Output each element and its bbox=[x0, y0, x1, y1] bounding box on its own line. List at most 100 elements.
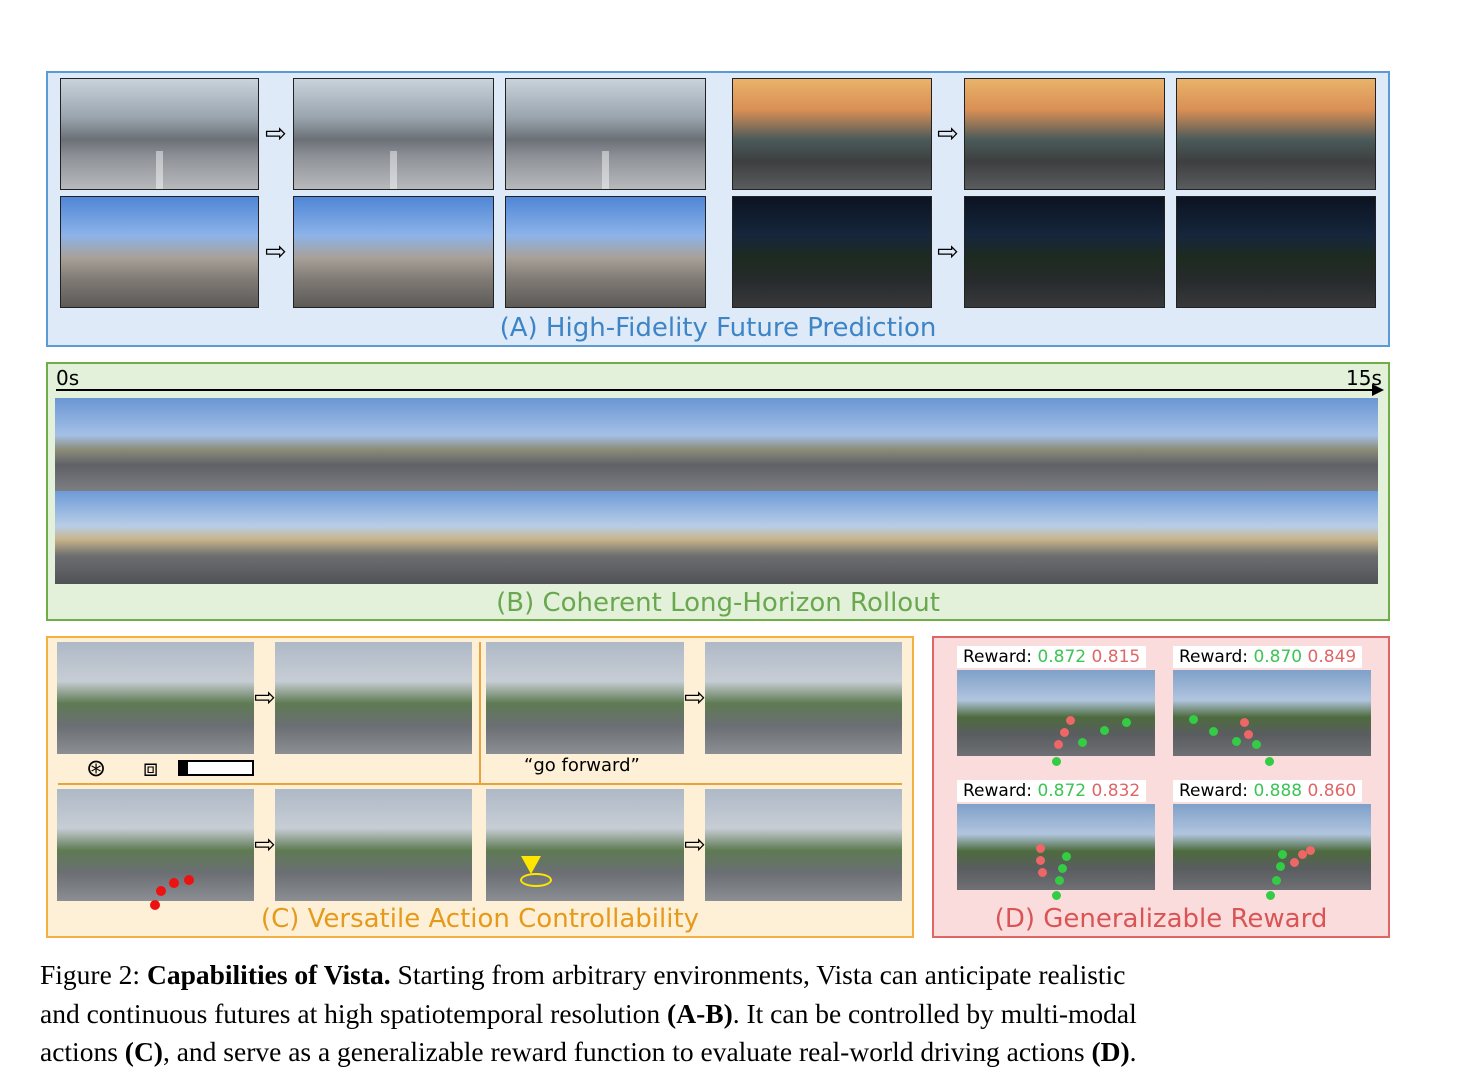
rollout-row1-frame-6 bbox=[880, 398, 1046, 491]
rollout-row2-frame-4 bbox=[550, 491, 716, 584]
bad-trajectory-dot bbox=[1306, 846, 1315, 855]
caption-ref-d: (D) bbox=[1091, 1036, 1130, 1067]
reward-label-4: Reward: 0.888 0.860 bbox=[1173, 780, 1363, 802]
panel-c-divider-vertical bbox=[479, 642, 481, 784]
bad-trajectory-dot bbox=[1240, 718, 1249, 727]
rollout-row1-frame-4 bbox=[550, 398, 716, 491]
figure-title: Capabilities of Vista. bbox=[146, 959, 391, 990]
caption-ref-ab: (A-B) bbox=[667, 997, 733, 1029]
pedals-icon: ⧈ bbox=[143, 754, 159, 782]
good-trajectory-dot bbox=[1232, 737, 1241, 746]
control-waypoint-input-frame bbox=[57, 789, 254, 901]
control-trajectory-input-frame bbox=[57, 642, 254, 754]
bad-trajectory-dot bbox=[1038, 868, 1047, 877]
good-trajectory-dot bbox=[1100, 726, 1109, 735]
panel-a: (A) High-Fidelity Future Prediction bbox=[46, 71, 1390, 347]
good-trajectory-dot bbox=[1078, 738, 1087, 747]
control-command-output-frame bbox=[705, 642, 902, 754]
underpass-frame-pred-1 bbox=[293, 196, 494, 308]
control-goal-output-frame bbox=[705, 789, 902, 901]
rollout-row2-frame-5 bbox=[715, 491, 881, 584]
arrow-icon: ⇨ bbox=[937, 237, 959, 267]
reward-frame-4 bbox=[1173, 804, 1371, 890]
rollout-row2-frame-2 bbox=[220, 491, 386, 584]
command-text: “go forward” bbox=[524, 755, 640, 776]
underpass-frame-input bbox=[60, 196, 259, 308]
throttle-bar bbox=[178, 760, 254, 776]
control-command-input-frame bbox=[486, 642, 684, 754]
steering-wheel-icon: ⊛ bbox=[86, 754, 107, 782]
good-trajectory-dot bbox=[1058, 864, 1067, 873]
goal-marker-icon bbox=[521, 856, 541, 874]
bad-trajectory-dot bbox=[1290, 858, 1299, 867]
arrow-icon: ⇨ bbox=[265, 237, 287, 267]
good-trajectory-dot bbox=[1055, 876, 1064, 885]
waypoint-dot bbox=[156, 886, 166, 896]
control-waypoint-output-frame bbox=[275, 789, 472, 901]
waypoint-dot bbox=[169, 878, 179, 888]
city-frame-pred-2 bbox=[505, 78, 706, 190]
waypoint-dot bbox=[150, 900, 160, 910]
rollout-row2-frame-8 bbox=[1210, 491, 1378, 584]
caption-text-3a: actions bbox=[40, 1036, 125, 1067]
reward-frame-3 bbox=[957, 804, 1155, 890]
good-trajectory-dot bbox=[1265, 757, 1274, 766]
bad-trajectory-dot bbox=[1060, 728, 1069, 737]
rollout-row2-frame-1 bbox=[55, 491, 221, 584]
caption-text-3b: , and serve as a generalizable reward fu… bbox=[162, 1036, 1092, 1067]
goal-ring bbox=[520, 873, 552, 887]
caption-text-2b: . It can be controlled by multi-modal bbox=[732, 997, 1137, 1029]
bad-trajectory-dot bbox=[1054, 740, 1063, 749]
good-trajectory-dot bbox=[1052, 757, 1061, 766]
bad-trajectory-dot bbox=[1244, 730, 1253, 739]
good-trajectory-dot bbox=[1278, 850, 1287, 859]
good-trajectory-dot bbox=[1062, 852, 1071, 861]
good-trajectory-dot bbox=[1272, 876, 1281, 885]
rollout-row1-frame-7 bbox=[1045, 398, 1211, 491]
rollout-row1-frame-3 bbox=[385, 398, 551, 491]
arrow-icon: ⇨ bbox=[254, 683, 276, 713]
timeline-end-label: 15s bbox=[1346, 366, 1382, 390]
panel-a-title: (A) High-Fidelity Future Prediction bbox=[499, 313, 937, 343]
night-frame-input bbox=[732, 196, 932, 308]
panel-c-title: (C) Versatile Action Controllability bbox=[260, 904, 700, 934]
city-frame-pred-1 bbox=[293, 78, 494, 190]
rollout-row1-frame-1 bbox=[55, 398, 221, 491]
good-trajectory-dot bbox=[1052, 891, 1061, 900]
timeline-axis bbox=[56, 389, 1374, 391]
timeline-start-label: 0s bbox=[56, 366, 80, 390]
rollout-row2-frame-7 bbox=[1045, 491, 1211, 584]
rollout-row2-frame-6 bbox=[880, 491, 1046, 584]
sunset-frame-pred-2 bbox=[1176, 78, 1376, 190]
reward-frame-2 bbox=[1173, 670, 1371, 756]
reward-label-1: Reward: 0.872 0.815 bbox=[957, 646, 1147, 668]
caption-ref-c: (C) bbox=[124, 1036, 163, 1067]
good-trajectory-dot bbox=[1266, 891, 1275, 900]
bad-trajectory-dot bbox=[1066, 716, 1075, 725]
reward-label-2: Reward: 0.870 0.849 bbox=[1173, 646, 1363, 668]
timeline-arrowhead bbox=[1372, 384, 1384, 396]
rollout-row2-frame-3 bbox=[385, 491, 551, 584]
sunset-frame-pred-1 bbox=[964, 78, 1165, 190]
good-trajectory-dot bbox=[1252, 740, 1261, 749]
good-trajectory-dot bbox=[1122, 718, 1131, 727]
caption-text-3c: . bbox=[1129, 1036, 1137, 1067]
rollout-row1-frame-5 bbox=[715, 398, 881, 491]
city-frame-input bbox=[60, 78, 259, 190]
arrow-icon: ⇨ bbox=[265, 119, 287, 149]
rollout-row1-frame-2 bbox=[220, 398, 386, 491]
figure-caption: Figure 2: Capabilities of Vista. Startin… bbox=[40, 956, 1430, 1072]
control-goal-input-frame bbox=[486, 789, 684, 901]
good-trajectory-dot bbox=[1189, 715, 1198, 724]
underpass-frame-pred-2 bbox=[505, 196, 706, 308]
arrow-icon: ⇨ bbox=[254, 830, 276, 860]
arrow-icon: ⇨ bbox=[684, 683, 706, 713]
night-frame-pred-1 bbox=[964, 196, 1165, 308]
figure-label: Figure 2: bbox=[40, 959, 141, 990]
arrow-icon: ⇨ bbox=[684, 830, 706, 860]
bad-trajectory-dot bbox=[1036, 856, 1045, 865]
caption-text-1: Starting from arbitrary environments, Vi… bbox=[390, 959, 1126, 990]
panel-b-title: (B) Coherent Long-Horizon Rollout bbox=[496, 588, 940, 618]
panel-c-divider-horizontal bbox=[58, 783, 902, 785]
rollout-row1-frame-8 bbox=[1210, 398, 1378, 491]
